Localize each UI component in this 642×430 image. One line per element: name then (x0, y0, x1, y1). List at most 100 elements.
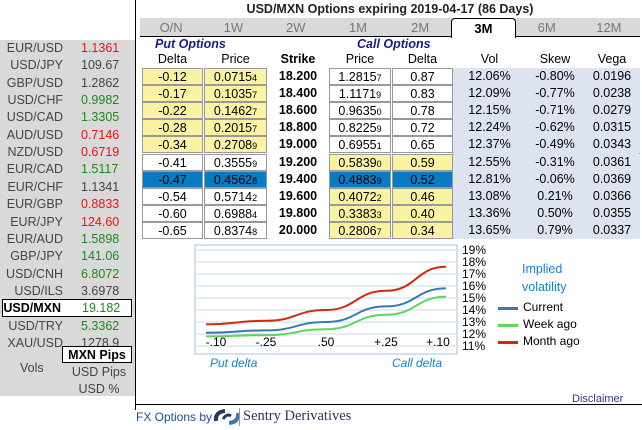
unit-option-usd-[interactable]: USD % (78, 382, 120, 396)
call-delta-cell[interactable]: 0.78 (392, 102, 453, 120)
skew-cell[interactable]: 0.79% (526, 221, 584, 239)
put-delta-cell[interactable]: -0.22 (142, 102, 203, 120)
call-delta-cell[interactable]: 0.52 (392, 170, 453, 188)
call-price-cell[interactable]: 0.48839 (329, 170, 391, 188)
put-delta-cell[interactable]: -0.17 (142, 85, 203, 103)
vol-cell[interactable]: 12.55% (453, 153, 526, 171)
call-delta-cell[interactable]: 0.72 (392, 119, 453, 137)
call-price-cell[interactable]: 0.33833 (329, 204, 391, 222)
call-delta-cell[interactable]: 0.59 (392, 153, 453, 171)
put-delta-cell[interactable]: -0.28 (142, 119, 203, 137)
skew-cell[interactable]: -0.77% (526, 85, 584, 103)
rate-row-euraud[interactable]: EUR/AUD 1.5898 (0, 231, 135, 248)
rate-row-gbpjpy[interactable]: GBP/JPY 141.06 (0, 248, 135, 265)
vol-cell[interactable]: 12.81% (453, 170, 526, 188)
put-delta-cell[interactable]: -0.12 (142, 68, 203, 85)
vega-cell[interactable]: 0.0196 (584, 68, 640, 85)
put-price-cell[interactable]: 0.14627 (204, 102, 267, 120)
rate-row-eurusd[interactable]: EUR/USD 1.1361 (0, 40, 135, 57)
vega-cell[interactable]: 0.0355 (584, 204, 640, 222)
put-delta-cell[interactable]: -0.65 (142, 221, 203, 239)
rate-row-audusd[interactable]: AUD/USD 0.7146 (0, 127, 135, 144)
vol-cell[interactable]: 12.06% (453, 68, 526, 85)
unit-option-mxn-pips[interactable]: MXN Pips (62, 346, 132, 363)
call-delta-cell[interactable]: 0.87 (392, 68, 453, 85)
rate-row-eurcad[interactable]: EUR/CAD 1.5117 (0, 161, 135, 178)
vega-cell[interactable]: 0.0366 (584, 187, 640, 205)
vol-cell[interactable]: 13.65% (453, 221, 526, 239)
tab-1w[interactable]: 1W (223, 20, 244, 35)
vol-cell[interactable]: 12.24% (453, 119, 526, 137)
skew-cell[interactable]: 0.50% (526, 204, 584, 222)
rate-row-usdcnh[interactable]: USD/CNH 6.8072 (0, 266, 135, 283)
skew-cell[interactable]: -0.62% (526, 119, 584, 137)
vol-cell[interactable]: 12.15% (453, 102, 526, 120)
vega-cell[interactable]: 0.0361 (584, 153, 640, 171)
put-delta-cell[interactable]: -0.41 (142, 153, 203, 171)
rate-row-usdtry[interactable]: USD/TRY 5.3362 (0, 318, 135, 335)
skew-cell[interactable]: -0.06% (526, 170, 584, 188)
put-delta-cell[interactable]: -0.60 (142, 204, 203, 222)
vol-cell[interactable]: 12.09% (453, 85, 526, 103)
call-price-cell[interactable]: 0.28067 (329, 221, 391, 239)
skew-cell[interactable]: -0.80% (526, 68, 584, 85)
vega-cell[interactable]: 0.0238 (584, 85, 640, 103)
vega-cell[interactable]: 0.0279 (584, 102, 640, 120)
skew-cell[interactable]: -0.49% (526, 136, 584, 154)
rate-row-eurchf[interactable]: EUR/CHF 1.1341 (0, 179, 135, 196)
call-price-cell[interactable]: 1.11719 (329, 85, 391, 103)
vol-cell[interactable]: 13.08% (453, 187, 526, 205)
call-price-cell[interactable]: 0.58390 (329, 153, 391, 171)
skew-cell[interactable]: -0.71% (526, 102, 584, 120)
call-delta-cell[interactable]: 0.65 (392, 136, 453, 154)
rate-row-gbpusd[interactable]: GBP/USD 1.2862 (0, 75, 135, 92)
vega-cell[interactable]: 0.0369 (584, 170, 640, 188)
rate-row-usdchf[interactable]: USD/CHF 0.9982 (0, 92, 135, 109)
call-delta-cell[interactable]: 0.40 (392, 204, 453, 222)
call-delta-cell[interactable]: 0.34 (392, 221, 453, 239)
vega-cell[interactable]: 0.0315 (584, 119, 640, 137)
disclaimer-link[interactable]: Disclaimer (572, 393, 624, 405)
tab-2m[interactable]: 2M (411, 20, 430, 35)
call-price-cell[interactable]: 0.96350 (329, 102, 391, 120)
call-delta-cell[interactable]: 0.46 (392, 187, 453, 205)
rate-row-usdcad[interactable]: USD/CAD 1.3305 (0, 109, 135, 126)
tab-12m[interactable]: 12M (596, 20, 622, 35)
put-price-cell[interactable]: 0.45628 (204, 170, 267, 188)
call-price-cell[interactable]: 0.82259 (329, 119, 391, 137)
vol-cell[interactable]: 12.37% (453, 136, 526, 154)
rate-row-usdjpy[interactable]: USD/JPY 109.67 (0, 57, 135, 74)
put-price-cell[interactable]: 0.69884 (204, 204, 267, 222)
call-delta-cell[interactable]: 0.83 (392, 85, 453, 103)
tab-3m[interactable]: 3M (451, 18, 516, 38)
put-price-cell[interactable]: 0.83748 (204, 221, 267, 239)
put-delta-cell[interactable]: -0.34 (142, 136, 203, 154)
call-price-cell[interactable]: 1.28157 (329, 68, 391, 85)
rate-row-usdmxn[interactable]: USD/MXN 19.182 (2, 299, 132, 317)
put-price-cell[interactable]: 0.27089 (204, 136, 267, 154)
rate-row-eurjpy[interactable]: EUR/JPY 124.60 (0, 214, 135, 231)
put-price-cell[interactable]: 0.10357 (204, 85, 267, 103)
tab-6m[interactable]: 6M (537, 20, 556, 35)
put-price-cell[interactable]: 0.07154 (204, 68, 267, 85)
tab-on[interactable]: O/N (159, 20, 183, 35)
vol-cell[interactable]: 13.36% (453, 204, 526, 222)
tab-2w[interactable]: 2W (285, 20, 306, 35)
call-price-cell[interactable]: 0.69551 (329, 136, 391, 154)
rate-row-eurgbp[interactable]: EUR/GBP 0.8833 (0, 196, 135, 213)
tab-1m[interactable]: 1M (348, 20, 367, 35)
call-price-cell[interactable]: 0.40722 (329, 187, 391, 205)
skew-cell[interactable]: -0.31% (526, 153, 584, 171)
unit-option-usd-pips[interactable]: USD Pips (71, 364, 127, 379)
put-price-cell[interactable]: 0.20157 (204, 119, 267, 137)
put-delta-cell[interactable]: -0.47 (142, 170, 203, 188)
legend-label: Current (523, 300, 564, 314)
vega-cell[interactable]: 0.0337 (584, 221, 640, 239)
vega-cell[interactable]: 0.0343 (584, 136, 640, 154)
put-delta-cell[interactable]: -0.54 (142, 187, 203, 205)
rate-row-nzdusd[interactable]: NZD/USD 0.6719 (0, 144, 135, 161)
put-price-cell[interactable]: 0.57142 (204, 187, 267, 205)
put-price-cell[interactable]: 0.35559 (204, 153, 267, 171)
rate-row-usdils[interactable]: USD/ILS 3.6978 (0, 283, 135, 300)
skew-cell[interactable]: 0.21% (526, 187, 584, 205)
